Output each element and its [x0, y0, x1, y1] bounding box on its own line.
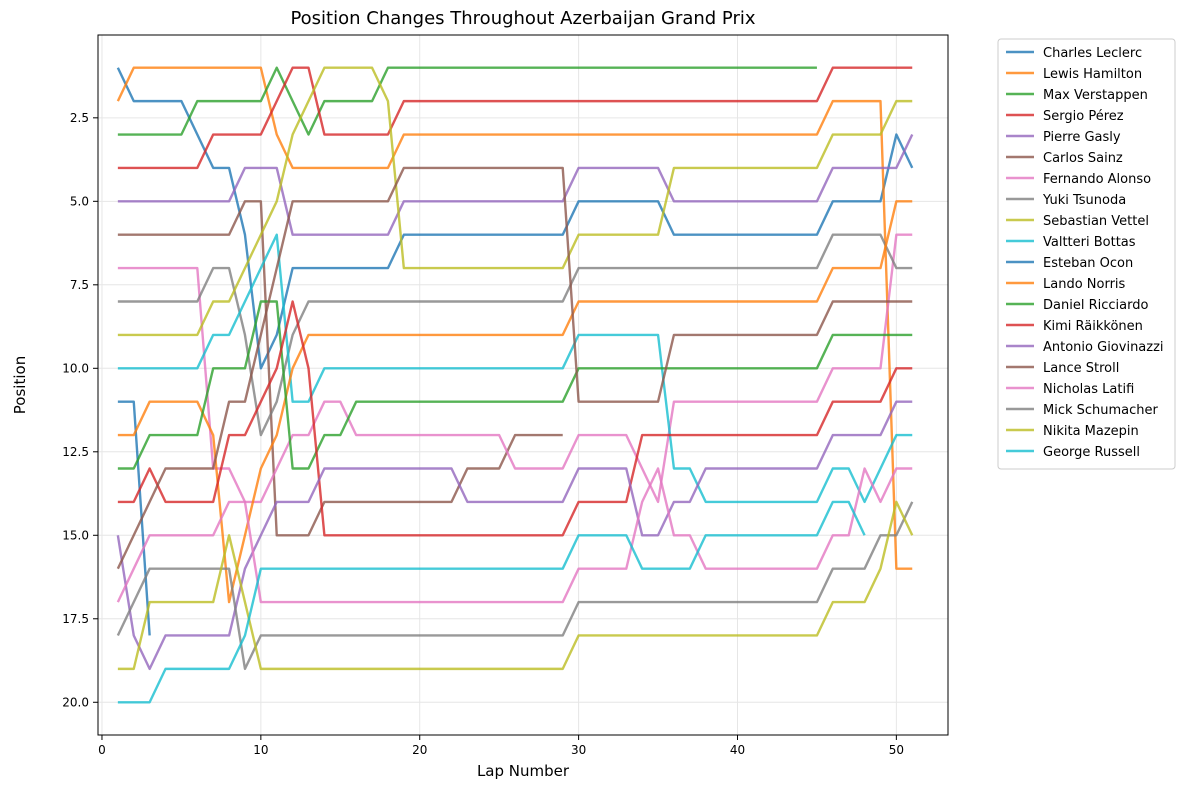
x-tick-label: 50	[889, 743, 904, 757]
y-tick-label: 17.5	[62, 612, 89, 626]
series-line-15	[116, 400, 913, 671]
y-tick-label: 15.0	[62, 528, 89, 542]
series-line-8	[117, 233, 913, 437]
series-line-16	[116, 166, 913, 570]
legend-entry: George Russell	[1043, 445, 1140, 460]
series-line-13	[117, 300, 913, 470]
series-line-19	[117, 500, 914, 671]
legend-entry: Charles Leclerc	[1043, 46, 1142, 61]
legend-entry: Antonio Giovinazzi	[1043, 340, 1164, 355]
series-line-7	[117, 233, 913, 504]
series-line-2	[116, 66, 913, 570]
series-line-17	[116, 467, 913, 604]
x-tick-label: 0	[98, 743, 106, 757]
y-axis-ticks: 2.5 5.0 7.5 10.0 12.5 15.0 17.5 20.0	[62, 111, 98, 709]
series-line-20	[117, 500, 866, 704]
series-line-3	[117, 66, 817, 136]
x-tick-label: 40	[730, 743, 745, 757]
series-line-11	[117, 400, 151, 636]
y-axis-label: Position	[11, 356, 29, 414]
series-line-1	[116, 67, 914, 370]
legend-entry: Mick Schumacher	[1043, 403, 1159, 418]
legend-entry: Sebastian Vettel	[1043, 214, 1149, 229]
legend-entry: Valtteri Bottas	[1043, 235, 1136, 250]
chart-title: Position Changes Throughout Azerbaijan G…	[290, 8, 755, 29]
legend-entry: Esteban Ocon	[1043, 256, 1133, 271]
legend-entry: Lewis Hamilton	[1043, 67, 1142, 82]
legend-entry: Lando Norris	[1043, 277, 1126, 292]
legend: Charles Leclerc Lewis Hamilton Max Verstap…	[997, 38, 1176, 470]
legend-entry: Max Verstappen	[1043, 88, 1148, 103]
plot-frame	[97, 34, 949, 736]
y-tick-label: 10.0	[62, 361, 89, 375]
legend-entry: Carlos Sainz	[1043, 151, 1123, 166]
legend-entry: Nicholas Latifi	[1043, 382, 1134, 397]
series-line-9	[117, 66, 913, 337]
legend-entry: Sergio Pérez	[1043, 109, 1124, 124]
x-tick-label: 30	[571, 743, 586, 757]
legend-entry: Fernando Alonso	[1043, 172, 1151, 187]
series-lines	[116, 66, 914, 704]
x-axis-ticks: 0 10 20 30 40 50	[98, 735, 904, 757]
x-tick-label: 10	[253, 743, 268, 757]
series-line-4	[117, 66, 913, 170]
series-line-18	[116, 501, 914, 671]
series-line-14	[117, 300, 913, 537]
legend-entry: Lance Stroll	[1043, 361, 1119, 376]
y-tick-label: 5.0	[70, 194, 89, 208]
x-tick-label: 20	[412, 743, 427, 757]
legend-box	[997, 38, 1176, 470]
legend-entry: Pierre Gasly	[1043, 130, 1121, 145]
y-tick-label: 12.5	[62, 445, 89, 459]
series-line-6	[117, 200, 563, 537]
legend-entry: Nikita Mazepin	[1043, 424, 1139, 439]
legend-entry: Daniel Ricciardo	[1043, 298, 1148, 313]
legend-entry: Yuki Tsunoda	[1042, 193, 1126, 208]
y-tick-label: 20.0	[62, 695, 89, 709]
y-tick-label: 7.5	[70, 278, 89, 292]
y-tick-label: 2.5	[70, 111, 89, 125]
series-line-5	[117, 134, 914, 236]
legend-entry: Kimi Räikkönen	[1043, 319, 1143, 334]
series-line-10	[117, 233, 913, 504]
x-axis-label: Lap Number	[477, 762, 570, 780]
series-line-12	[117, 200, 913, 604]
